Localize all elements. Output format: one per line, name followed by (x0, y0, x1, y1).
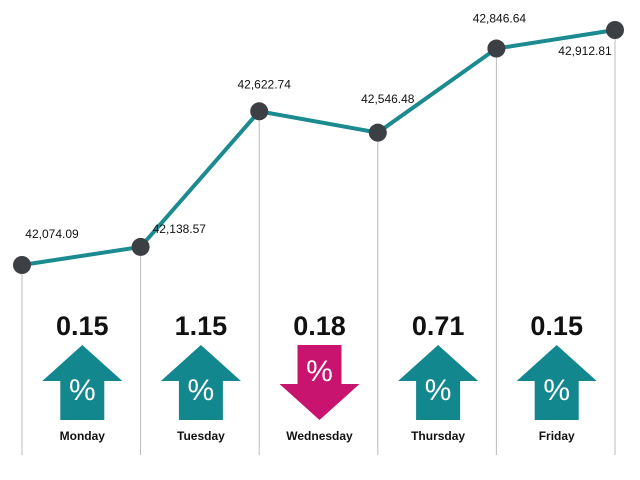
day-label: Wednesday (286, 429, 353, 443)
point (487, 39, 506, 58)
change-value: 0.71 (412, 311, 465, 341)
change-arrow (279, 345, 360, 420)
point (250, 102, 269, 121)
point (606, 21, 624, 39)
percent-symbol: % (188, 374, 215, 407)
day-label: Thursday (411, 429, 465, 443)
change-arrow (42, 345, 123, 420)
change-value: 0.15 (530, 311, 583, 341)
change-value: 1.15 (175, 311, 228, 341)
value-label: 42,912.81 (558, 44, 612, 58)
percent-symbol: % (306, 355, 333, 388)
percent-symbol: % (543, 374, 570, 407)
day-label: Friday (539, 429, 575, 443)
value-label: 42,074.09 (25, 227, 79, 241)
day-label: Tuesday (177, 429, 225, 443)
change-value: 0.15 (56, 311, 109, 341)
percent-symbol: % (425, 374, 452, 407)
percent-symbol: % (69, 374, 96, 407)
point (368, 123, 387, 142)
point (13, 256, 31, 274)
change-value: 0.18 (293, 311, 346, 341)
change-arrow (160, 345, 241, 420)
value-label: 42,622.74 (238, 77, 292, 91)
value-label: 42,138.57 (153, 222, 207, 236)
change-arrow (398, 345, 479, 420)
value-label: 42,846.64 (473, 12, 527, 26)
change-arrow (516, 345, 597, 420)
index-line (21, 28, 616, 267)
point (131, 237, 150, 256)
value-label: 42,546.48 (361, 92, 415, 106)
day-label: Monday (60, 429, 106, 443)
